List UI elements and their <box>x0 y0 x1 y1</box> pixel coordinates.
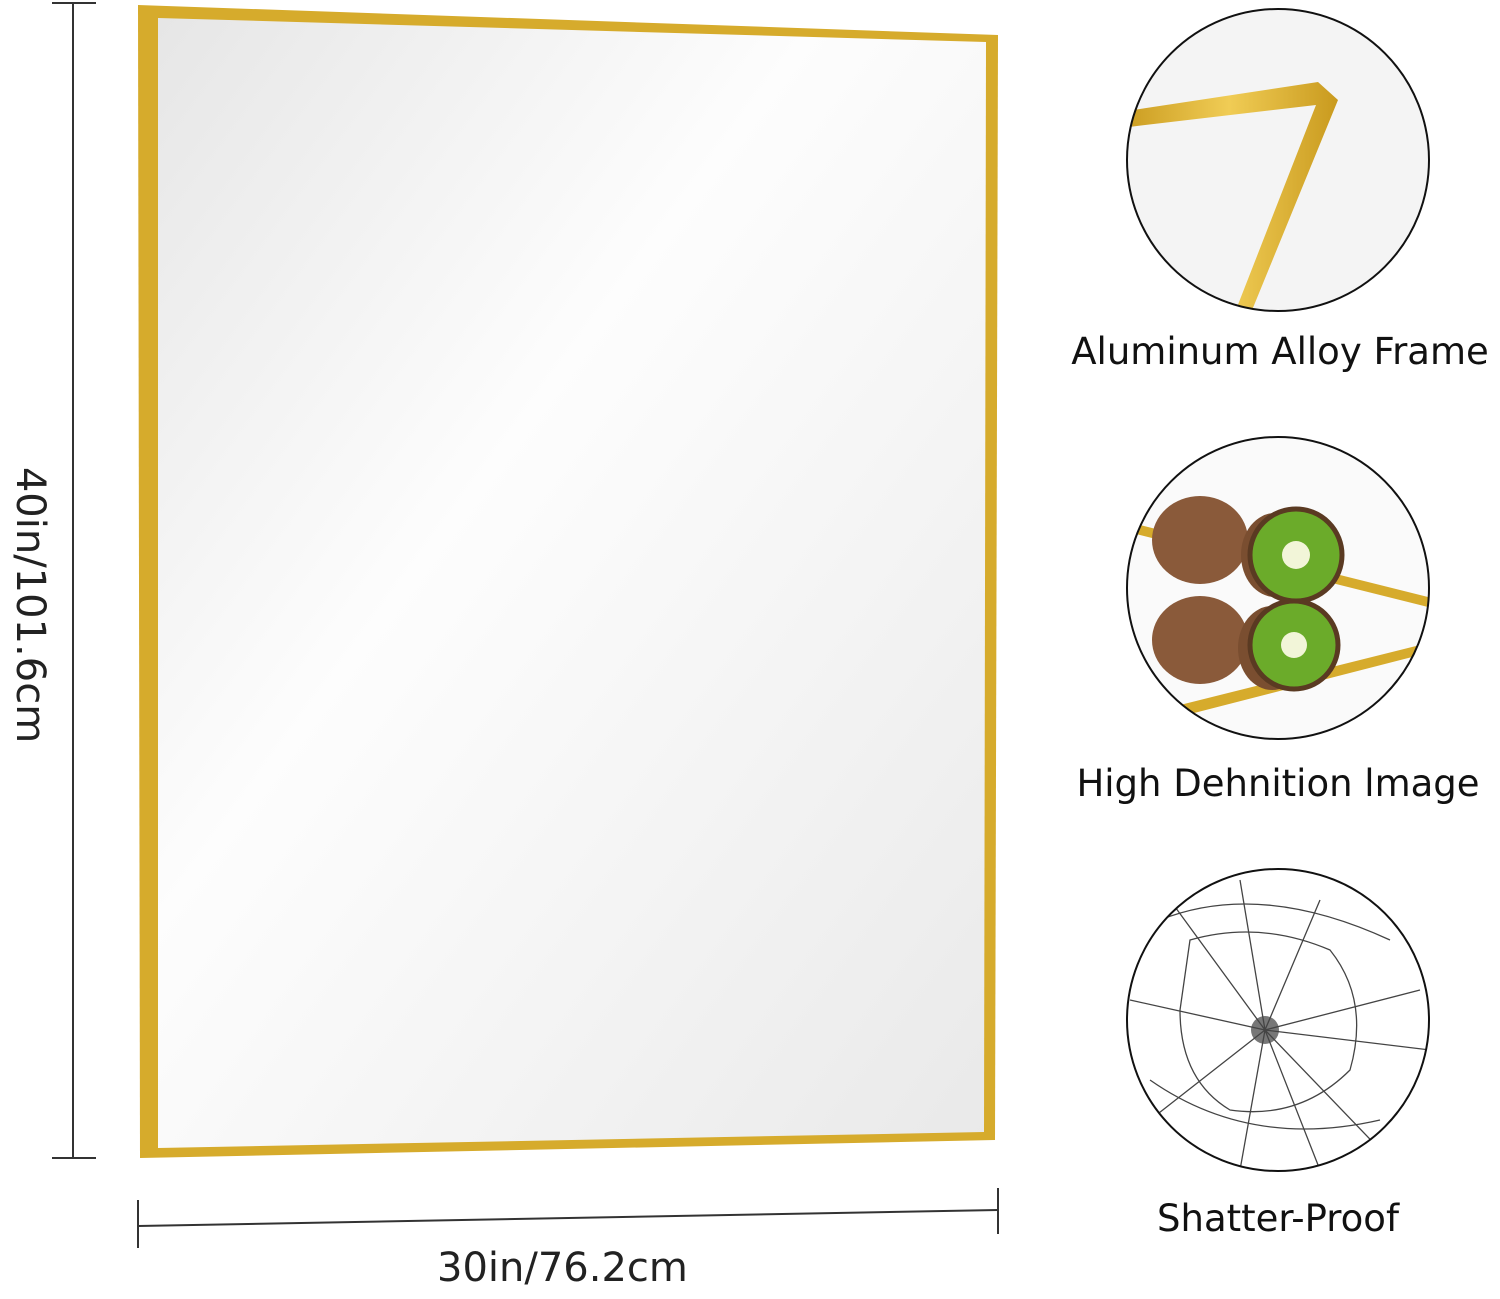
feature-label-frame: Aluminum Alloy Frame <box>1071 330 1489 373</box>
feature-label-shatter: Shatter-Proof <box>1157 1197 1399 1240</box>
height-label: 40in/101.6cm <box>7 466 53 744</box>
width-label: 30in/76.2cm <box>437 1245 688 1291</box>
frame-corner-icon <box>1126 8 1430 312</box>
cracked-glass-icon <box>1126 868 1430 1172</box>
width-dimension-line <box>137 1188 999 1248</box>
feature-label-hd: High Dehnition lmage <box>1076 762 1480 805</box>
mirror-glass <box>158 18 986 1148</box>
mirror <box>138 5 998 1158</box>
height-dimension-line <box>52 2 96 1159</box>
kiwi-reflection-icon <box>1126 436 1430 740</box>
